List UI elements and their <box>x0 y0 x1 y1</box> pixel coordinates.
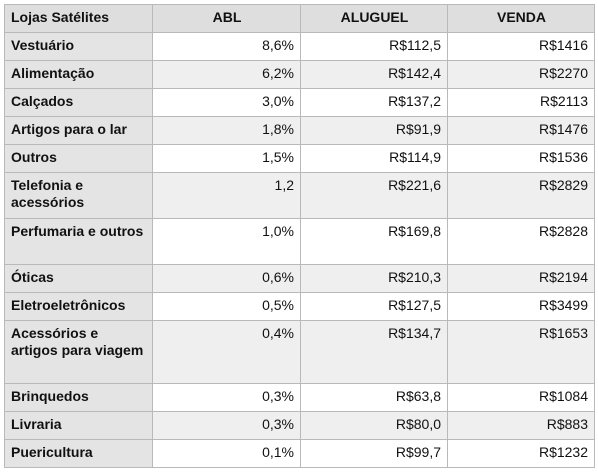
table-row: Vestuário 8,6% R$112,5 R$1416 <box>4 32 595 61</box>
row-venda: R$2828 <box>447 218 595 265</box>
row-venda: R$1476 <box>447 116 595 145</box>
row-category: Vestuário <box>4 32 153 61</box>
row-category: Acessórios e artigos para viagem <box>4 320 153 384</box>
row-aluguel: R$91,9 <box>300 116 448 145</box>
row-venda: R$3499 <box>447 292 595 321</box>
row-venda: R$2270 <box>447 60 595 89</box>
row-aluguel: R$169,8 <box>300 218 448 265</box>
row-aluguel: R$134,7 <box>300 320 448 384</box>
row-abl: 1,5% <box>152 144 301 173</box>
row-abl: 0,3% <box>152 411 301 440</box>
row-aluguel: R$112,5 <box>300 32 448 61</box>
row-abl: 0,5% <box>152 292 301 321</box>
row-aluguel: R$142,4 <box>300 60 448 89</box>
row-category: Livraria <box>4 411 153 440</box>
table-row: Brinquedos 0,3% R$63,8 R$1084 <box>4 383 595 412</box>
row-aluguel: R$99,7 <box>300 439 448 468</box>
row-abl: 1,0% <box>152 218 301 265</box>
row-venda: R$2829 <box>447 172 595 219</box>
row-venda: R$883 <box>447 411 595 440</box>
row-category: Calçados <box>4 88 153 117</box>
row-venda: R$1536 <box>447 144 595 173</box>
row-category: Artigos para o lar <box>4 116 153 145</box>
table-row: Eletroeletrônicos 0,5% R$127,5 R$3499 <box>4 292 595 321</box>
row-abl: 1,2 <box>152 172 301 219</box>
table-row: Puericultura 0,1% R$99,7 R$1232 <box>4 439 595 468</box>
row-category: Telefonia e acessórios <box>4 172 153 219</box>
header-category: Lojas Satélites <box>4 4 153 33</box>
row-category: Puericultura <box>4 439 153 468</box>
table-row: Óticas 0,6% R$210,3 R$2194 <box>4 264 595 293</box>
satellite-stores-table: Lojas Satélites ABL ALUGUEL VENDA Vestuá… <box>4 4 595 468</box>
row-aluguel: R$210,3 <box>300 264 448 293</box>
table-row: Outros 1,5% R$114,9 R$1536 <box>4 144 595 173</box>
row-venda: R$1653 <box>447 320 595 384</box>
row-venda: R$1232 <box>447 439 595 468</box>
header-aluguel: ALUGUEL <box>300 4 448 33</box>
table-row: Telefonia e acessórios 1,2 R$221,6 R$282… <box>4 172 595 219</box>
row-abl: 8,6% <box>152 32 301 61</box>
row-category: Alimentação <box>4 60 153 89</box>
row-aluguel: R$127,5 <box>300 292 448 321</box>
table-header: Lojas Satélites ABL ALUGUEL VENDA <box>4 4 595 33</box>
row-venda: R$1416 <box>447 32 595 61</box>
row-venda: R$2113 <box>447 88 595 117</box>
row-abl: 1,8% <box>152 116 301 145</box>
table-row: Acessórios e artigos para viagem 0,4% R$… <box>4 320 595 384</box>
table-body: Vestuário 8,6% R$112,5 R$1416 Alimentaçã… <box>4 32 595 468</box>
store-table-container: Lojas Satélites ABL ALUGUEL VENDA Vestuá… <box>4 4 595 468</box>
row-category: Eletroeletrônicos <box>4 292 153 321</box>
row-abl: 0,1% <box>152 439 301 468</box>
row-category: Brinquedos <box>4 383 153 412</box>
row-aluguel: R$137,2 <box>300 88 448 117</box>
row-aluguel: R$114,9 <box>300 144 448 173</box>
row-category: Perfumaria e outros <box>4 218 153 265</box>
header-venda: VENDA <box>447 4 595 33</box>
row-aluguel: R$63,8 <box>300 383 448 412</box>
table-row: Perfumaria e outros 1,0% R$169,8 R$2828 <box>4 218 595 265</box>
row-venda: R$1084 <box>447 383 595 412</box>
table-row: Livraria 0,3% R$80,0 R$883 <box>4 411 595 440</box>
row-venda: R$2194 <box>447 264 595 293</box>
row-category: Óticas <box>4 264 153 293</box>
row-abl: 0,4% <box>152 320 301 384</box>
row-abl: 6,2% <box>152 60 301 89</box>
row-abl: 0,6% <box>152 264 301 293</box>
header-abl: ABL <box>152 4 301 33</box>
row-abl: 3,0% <box>152 88 301 117</box>
row-aluguel: R$80,0 <box>300 411 448 440</box>
table-row: Calçados 3,0% R$137,2 R$2113 <box>4 88 595 117</box>
table-row: Artigos para o lar 1,8% R$91,9 R$1476 <box>4 116 595 145</box>
table-row: Alimentação 6,2% R$142,4 R$2270 <box>4 60 595 89</box>
header-row: Lojas Satélites ABL ALUGUEL VENDA <box>4 4 595 33</box>
row-category: Outros <box>4 144 153 173</box>
row-aluguel: R$221,6 <box>300 172 448 219</box>
row-abl: 0,3% <box>152 383 301 412</box>
